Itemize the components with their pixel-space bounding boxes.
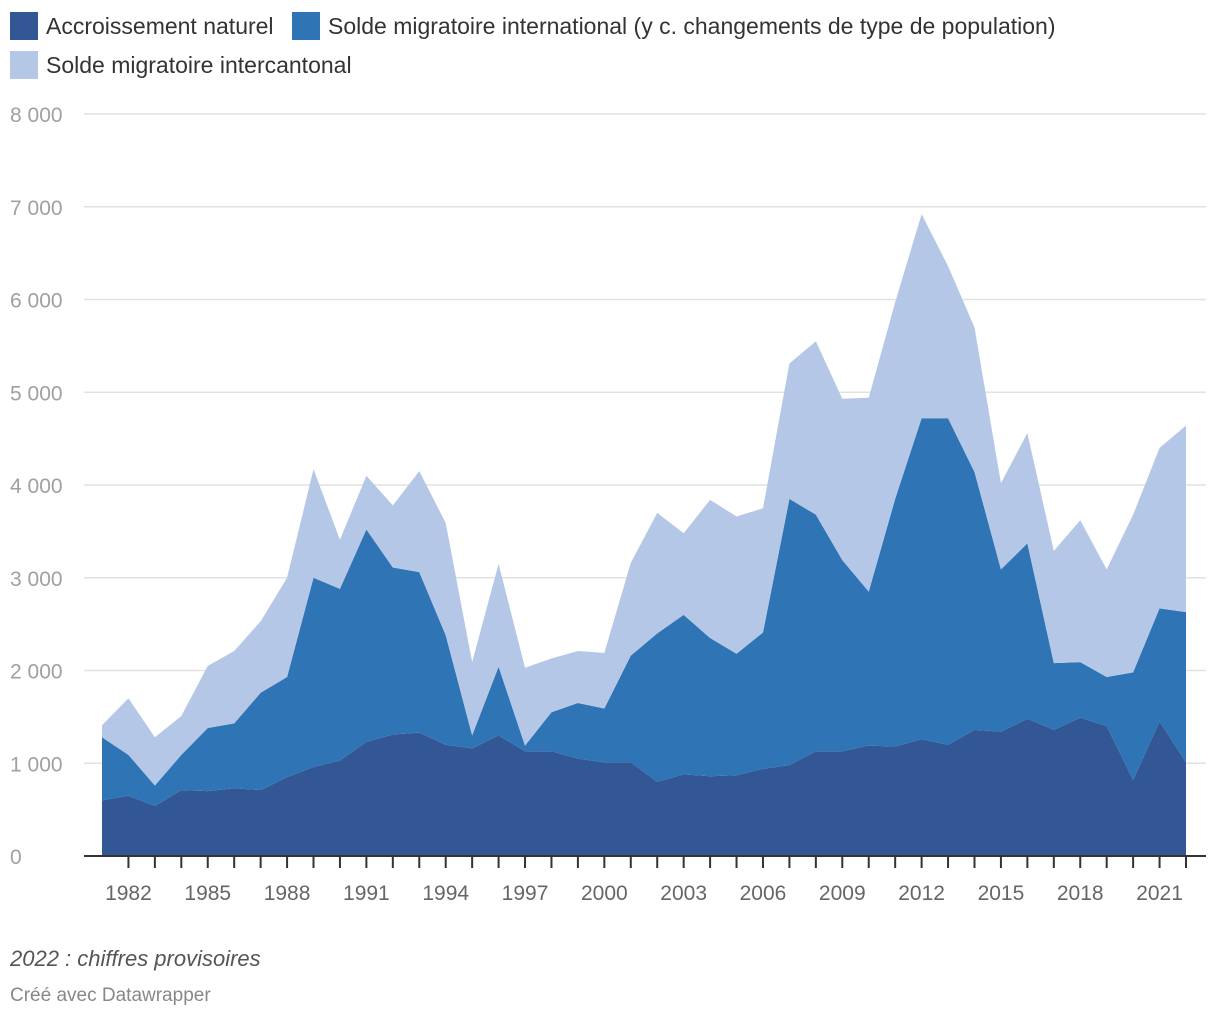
y-tick-label: 6 000 (10, 290, 63, 313)
legend-label-intercantonal-migration: Solde migratoire intercantonal (46, 51, 352, 78)
y-tick-label: 1 000 (10, 753, 63, 776)
x-tick-label: 2003 (660, 882, 707, 905)
data-areas (102, 214, 1186, 856)
x-tick-label: 1997 (502, 882, 549, 905)
x-tick-label: 1994 (422, 882, 469, 905)
legend-row-2: Solde migratoire intercantonal (10, 49, 1200, 84)
y-tick-label: 4 000 (10, 475, 63, 498)
y-tick-label: 7 000 (10, 197, 63, 220)
x-tick-label: 2009 (819, 882, 866, 905)
legend-item-natural-increase: Accroissement naturel (10, 10, 274, 42)
x-tick-label: 2021 (1136, 882, 1183, 905)
axes: 0 1 000 2 000 3 000 4 000 5 000 6 000 7 000 8 00… (10, 104, 1206, 905)
chart-credit: Créé avec Datawrapper (10, 985, 211, 1006)
y-tick-label: 8 000 (10, 104, 63, 127)
x-tick-label: 2015 (978, 882, 1025, 905)
x-tick-label: 2006 (740, 882, 787, 905)
x-tick-label: 2000 (581, 882, 628, 905)
x-tick-label: 1982 (105, 882, 152, 905)
x-tick-label: 2018 (1057, 882, 1104, 905)
y-tick-label: 5 000 (10, 382, 63, 405)
stacked-area-chart: 0 1 000 2 000 3 000 4 000 5 000 6 000 7 000 8 00… (10, 104, 1206, 905)
area-intercantonal-migration (102, 214, 1186, 786)
area-international-migration (102, 418, 1186, 806)
area-natural-increase (102, 717, 1186, 856)
legend-swatch-international-migration (292, 12, 320, 40)
y-tick-label: 2 000 (10, 661, 63, 684)
chart-legend: Accroissement naturel Solde migratoire i… (10, 10, 1200, 84)
x-tick-label: 1991 (343, 882, 390, 905)
x-tick-label: 2012 (898, 882, 945, 905)
legend-label-international-migration: Solde migratoire international (y c. cha… (328, 12, 1056, 39)
y-tick-label: 3 000 (10, 568, 63, 591)
legend-swatch-natural-increase (10, 12, 38, 40)
x-tick-label: 1985 (184, 882, 231, 905)
legend-item-intercantonal-migration: Solde migratoire intercantonal (10, 49, 352, 81)
x-tick-label: 1988 (264, 882, 311, 905)
legend-row-1: Accroissement naturel Solde migratoire i… (10, 10, 1200, 45)
legend-label-natural-increase: Accroissement naturel (46, 12, 274, 39)
legend-swatch-intercantonal-migration (10, 51, 38, 79)
legend-item-international-migration: Solde migratoire international (y c. cha… (292, 10, 1056, 42)
chart-note: 2022 : chiffres provisoires (10, 946, 261, 971)
y-tick-label: 0 (10, 846, 22, 869)
